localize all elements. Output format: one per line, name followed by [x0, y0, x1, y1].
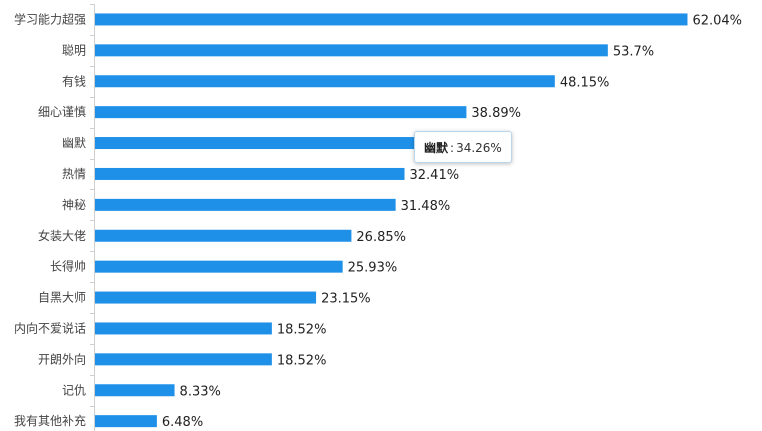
bars-group	[95, 13, 688, 428]
value-label: 18.52%	[277, 322, 327, 337]
hover-tooltip: 幽默:34.26%	[414, 131, 512, 163]
value-label: 8.33%	[180, 384, 221, 399]
category-label: 长得帅	[50, 259, 86, 274]
value-label: 18.52%	[277, 353, 327, 368]
category-label: 神秘	[62, 198, 86, 212]
bar[interactable]	[95, 198, 396, 211]
bar[interactable]	[95, 260, 343, 273]
y-axis-group	[90, 4, 95, 431]
bar[interactable]	[95, 415, 157, 428]
value-label: 48.15%	[560, 75, 610, 90]
category-label: 女装大佬	[38, 228, 86, 243]
category-label: 我有其他补充	[14, 413, 86, 428]
labels-group: 学习能力超强 62.04% 聪明 53.7% 有钱 48.15% 细心谨慎 38.89% 幽默 3…	[14, 11, 742, 430]
category-label: 细心谨慎	[38, 105, 86, 119]
category-label: 学习能力超强	[14, 11, 86, 26]
value-label: 32.41%	[410, 168, 460, 183]
bar[interactable]	[95, 384, 175, 397]
bar[interactable]	[95, 291, 317, 304]
category-label: 记仇	[62, 383, 86, 397]
bar[interactable]	[95, 75, 555, 88]
value-label: 23.15%	[321, 292, 371, 307]
category-label: 聪明	[62, 43, 86, 57]
bar[interactable]	[95, 106, 467, 119]
bar[interactable]	[95, 44, 608, 57]
category-label: 内向不爱说话	[14, 320, 86, 335]
category-label: 自黑大师	[38, 291, 86, 305]
category-label: 有钱	[62, 73, 86, 88]
tooltip-value: 34.26%	[456, 141, 502, 155]
bar[interactable]	[95, 13, 688, 26]
value-label: 6.48%	[162, 415, 203, 430]
value-label: 53.7%	[613, 44, 654, 59]
tooltip-category: 幽默	[424, 141, 449, 155]
value-label: 26.85%	[356, 230, 406, 245]
value-label: 31.48%	[401, 199, 451, 214]
value-label: 25.93%	[348, 261, 398, 276]
bar[interactable]	[95, 322, 272, 335]
bar[interactable]	[95, 353, 272, 366]
bar[interactable]	[95, 167, 405, 180]
bar[interactable]	[95, 137, 423, 150]
category-label: 热情	[62, 167, 86, 181]
category-label: 开朗外向	[38, 351, 86, 366]
tooltip-separator: :	[450, 141, 455, 155]
category-label: 幽默	[62, 135, 86, 150]
bar[interactable]	[95, 229, 352, 242]
value-label: 38.89%	[471, 106, 521, 121]
value-label: 62.04%	[692, 13, 742, 28]
